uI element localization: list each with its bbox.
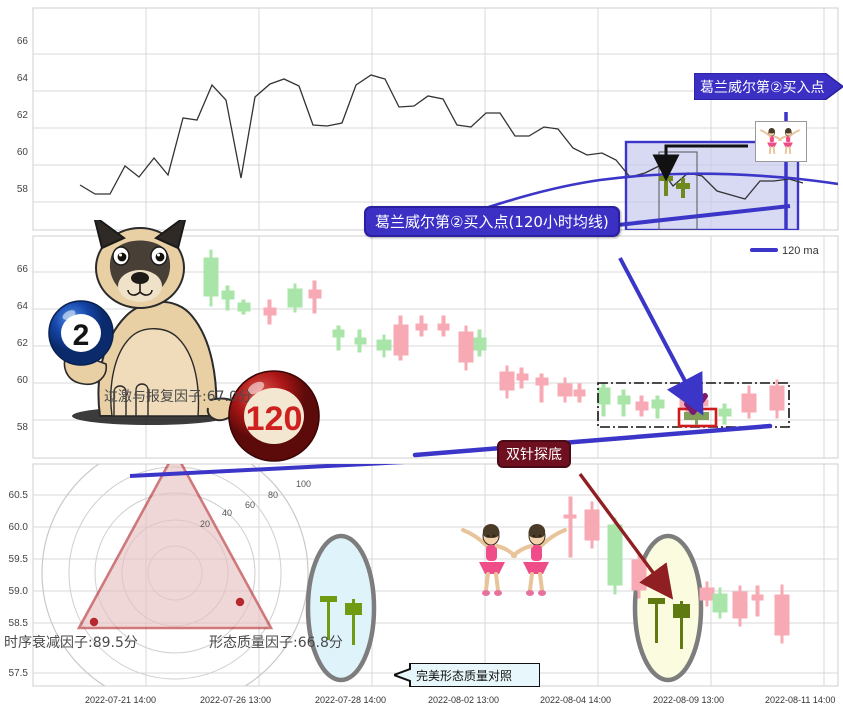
- svg-text:60: 60: [17, 375, 29, 386]
- svg-text:2022-08-04 14:00: 2022-08-04 14:00: [540, 695, 611, 705]
- svg-text:2022-07-21 14:00: 2022-07-21 14:00: [85, 695, 156, 705]
- factor-aggression-label: 过激与报复因子:67.0分: [104, 389, 252, 405]
- svg-text:66: 66: [17, 264, 29, 275]
- y-axis-bottom: 60.5 60.0 59.5 59.0 58.5 57.5: [9, 490, 29, 679]
- factor-time-decay-label: 时序衰减因子:89.5分: [4, 635, 138, 651]
- radar-tick-20: 20: [200, 519, 210, 529]
- svg-text:57.5: 57.5: [9, 668, 29, 679]
- blue-arrow-to-pattern: [618, 257, 704, 416]
- perfect-pattern-compare-label: 完美形态质量对照: [416, 669, 513, 683]
- double-needle-bottom-badge[interactable]: 双针探底: [497, 440, 571, 468]
- blue-ball-2: 2: [48, 300, 114, 366]
- svg-text:66: 66: [17, 36, 29, 47]
- radar-chart: 20 40 60 80 100: [41, 464, 311, 686]
- factor-pattern-quality-label: 形态质量因子:66.8分: [209, 635, 343, 651]
- dark-red-arrow: [578, 472, 674, 600]
- blue-ball-number: 2: [73, 319, 90, 352]
- glanville-buy-point-arrow-banner[interactable]: 葛兰威尔第②买入点: [694, 73, 843, 100]
- svg-text:60.0: 60.0: [9, 522, 29, 533]
- black-elbow-arrow: [652, 144, 748, 182]
- svg-text:2022-07-26 13:00: 2022-07-26 13:00: [200, 695, 271, 705]
- radar-tick-80: 80: [268, 490, 278, 500]
- y-axis-top: 66 64 62 60 58: [17, 36, 29, 195]
- svg-text:2022-08-02 13:00: 2022-08-02 13:00: [428, 695, 499, 705]
- pattern-thumbnail[interactable]: [755, 121, 807, 162]
- svg-text:2022-08-09 13:00: 2022-08-09 13:00: [653, 695, 724, 705]
- x-axis-labels: 2022-07-21 14:00 2022-07-26 13:00 2022-0…: [85, 695, 835, 705]
- legend-label-120ma: 120 ma: [782, 245, 820, 257]
- candles-bottom: [129, 464, 790, 683]
- svg-text:2022-08-11 14:00: 2022-08-11 14:00: [765, 695, 835, 705]
- candles-middle: [203, 249, 790, 458]
- legend-120ma: 120 ma: [750, 245, 820, 257]
- radar-tick-60: 60: [245, 500, 255, 510]
- svg-text:62: 62: [17, 338, 29, 349]
- glanville-buy-point-arrow-label: 葛兰威尔第②买入点: [700, 80, 825, 96]
- svg-text:60: 60: [17, 147, 29, 158]
- svg-text:58: 58: [17, 422, 29, 433]
- svg-text:60.5: 60.5: [9, 490, 29, 501]
- svg-text:59.0: 59.0: [9, 586, 29, 597]
- radar-tick-100: 100: [296, 479, 311, 489]
- svg-text:59.5: 59.5: [9, 554, 29, 565]
- svg-text:58.5: 58.5: [9, 618, 29, 629]
- dancers-clipart-thumb: [760, 128, 800, 155]
- red-ball-120: 120: [228, 370, 320, 462]
- svg-text:62: 62: [17, 110, 29, 121]
- glanville-buy-point-ma-badge[interactable]: 葛兰威尔第②买入点(120小时均线): [364, 206, 620, 237]
- panel-grid-top: [32, 7, 839, 231]
- price-line-top: [79, 74, 804, 200]
- svg-text:58: 58: [17, 184, 29, 195]
- svg-text:64: 64: [17, 301, 29, 312]
- perfect-pattern-compare-banner[interactable]: 完美形态质量对照: [394, 663, 540, 687]
- radar-tick-40: 40: [222, 508, 232, 518]
- dancers-clipart-bottom: [461, 524, 567, 596]
- dog-illustration: [63, 220, 239, 425]
- red-ball-number: 120: [246, 400, 303, 438]
- svg-text:2022-07-28 14:00: 2022-07-28 14:00: [315, 695, 386, 705]
- y-axis-middle: 66 64 62 60 58: [17, 264, 29, 433]
- svg-text:64: 64: [17, 73, 29, 84]
